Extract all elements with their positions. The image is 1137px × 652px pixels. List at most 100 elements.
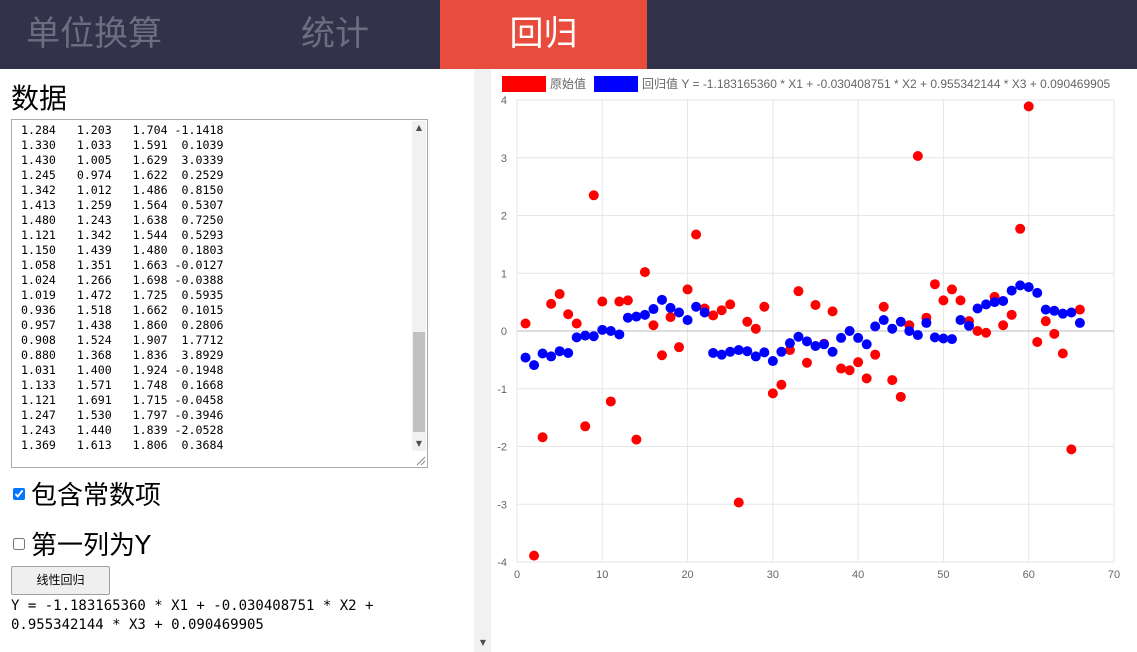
x-tick-label: 10 <box>596 569 608 581</box>
regression-result-text: Y = -1.183165360 * X1 + -0.030408751 * X… <box>11 598 374 633</box>
original-value-point <box>1066 444 1077 455</box>
x-tick-label: 20 <box>681 569 693 581</box>
regression-value-point <box>725 346 736 357</box>
page-scrollbar[interactable]: ▼ <box>474 69 491 652</box>
original-value-point <box>1006 309 1017 320</box>
regression-value-point <box>656 294 667 305</box>
regression-value-point <box>938 333 949 344</box>
original-value-point <box>605 396 616 407</box>
page-scroll-down-icon[interactable]: ▼ <box>479 638 487 647</box>
original-value-point <box>861 373 872 384</box>
regression-value-point <box>912 330 923 341</box>
first-column-y-label: 第一列为Y <box>31 531 151 561</box>
regression-value-point <box>767 356 778 367</box>
original-value-point <box>631 434 642 445</box>
tab-unit-conversion[interactable]: 单位换算 <box>26 14 162 54</box>
first-column-y-checkbox[interactable] <box>13 537 25 550</box>
include-constant-label: 包含常数项 <box>31 481 162 511</box>
scroll-down-icon[interactable]: ▼ <box>415 439 423 448</box>
tab-regression[interactable]: 回归 <box>440 0 647 69</box>
original-value-point <box>981 327 992 338</box>
regression-value-point <box>776 346 787 357</box>
regression-value-point <box>1040 304 1051 315</box>
regression-value-point <box>895 316 906 327</box>
original-value-point <box>708 310 719 321</box>
regression-value-point <box>981 299 992 310</box>
original-value-point <box>836 363 847 374</box>
regression-value-point <box>580 330 591 341</box>
regression-value-point <box>972 303 983 314</box>
include-constant-checkbox[interactable] <box>13 487 25 500</box>
y-tick-label: 2 <box>501 211 507 223</box>
scrollbar-thumb[interactable] <box>413 332 425 432</box>
regression-value-point <box>921 317 932 328</box>
legend-label-regression: 回归值 Y = -1.183165360 * X1 + -0.030408751… <box>642 76 1110 91</box>
regression-value-point <box>784 338 795 349</box>
original-value-point <box>853 357 864 368</box>
y-tick-label: -1 <box>497 384 507 396</box>
original-value-point <box>912 151 923 162</box>
original-value-point <box>998 320 1009 331</box>
y-tick-label: -3 <box>497 499 507 511</box>
original-value-point <box>546 298 557 309</box>
regression-value-point <box>1057 308 1068 319</box>
x-tick-label: 40 <box>852 569 864 581</box>
original-value-point <box>1032 336 1043 347</box>
regression-value-point <box>955 315 966 326</box>
regression-value-point <box>1049 305 1060 316</box>
regression-value-point <box>810 341 821 352</box>
x-tick-label: 30 <box>767 569 779 581</box>
original-value-point <box>844 365 855 376</box>
include-constant-option[interactable]: 包含常数项 <box>13 475 161 512</box>
x-tick-label: 0 <box>514 569 520 581</box>
regression-value-point <box>878 315 889 326</box>
original-value-point <box>554 289 565 300</box>
regression-value-point <box>1066 307 1077 318</box>
regression-value-point <box>887 323 898 334</box>
original-value-point <box>895 391 906 402</box>
regression-value-point <box>546 351 557 362</box>
original-value-point <box>946 284 957 295</box>
original-value-point <box>563 309 574 320</box>
original-value-point <box>682 284 693 295</box>
linear-regression-button[interactable]: 线性回归 <box>11 566 110 595</box>
original-value-point <box>1023 101 1034 112</box>
original-value-point <box>972 326 983 336</box>
x-tick-label: 70 <box>1108 569 1120 581</box>
regression-value-point <box>682 315 693 326</box>
regression-value-point <box>554 346 565 357</box>
top-tab-bar: 单位换算 统计 回归 <box>0 0 1137 69</box>
left-panel: 数据 1.284 1.203 1.704 -1.1418 1.330 1.033… <box>0 69 470 652</box>
regression-value-point <box>708 347 719 358</box>
textarea-scrollbar[interactable]: ▲ ▼ <box>412 121 426 451</box>
regression-value-point <box>819 339 830 350</box>
original-value-point <box>1040 316 1051 327</box>
first-column-y-option[interactable]: 第一列为Y <box>13 525 151 562</box>
resize-handle-icon[interactable] <box>414 454 426 466</box>
regression-value-point <box>614 329 625 340</box>
original-value-point <box>622 295 633 306</box>
original-value-point <box>639 267 650 278</box>
data-section-title: 数据 <box>11 82 68 115</box>
x-tick-label: 60 <box>1023 569 1035 581</box>
original-value-point <box>878 301 889 312</box>
original-value-point <box>691 229 702 240</box>
regression-value-point <box>827 346 838 357</box>
original-value-point <box>1049 328 1060 339</box>
regression-value-point <box>1074 317 1085 328</box>
tab-statistics[interactable]: 统计 <box>301 14 369 54</box>
regression-value-point <box>1006 285 1017 296</box>
regression-value-point <box>904 326 915 336</box>
scroll-up-icon[interactable]: ▲ <box>415 123 423 132</box>
data-textarea[interactable]: 1.284 1.203 1.704 -1.1418 1.330 1.033 1.… <box>11 119 428 468</box>
regression-value-point <box>861 339 872 350</box>
y-tick-label: 1 <box>501 268 507 280</box>
regression-value-point <box>929 332 940 343</box>
regression-value-point <box>793 331 804 342</box>
regression-value-point <box>665 302 676 313</box>
regression-value-point <box>716 349 727 360</box>
original-value-point <box>938 295 949 306</box>
regression-value-point <box>537 348 548 359</box>
original-value-point <box>1057 348 1068 359</box>
